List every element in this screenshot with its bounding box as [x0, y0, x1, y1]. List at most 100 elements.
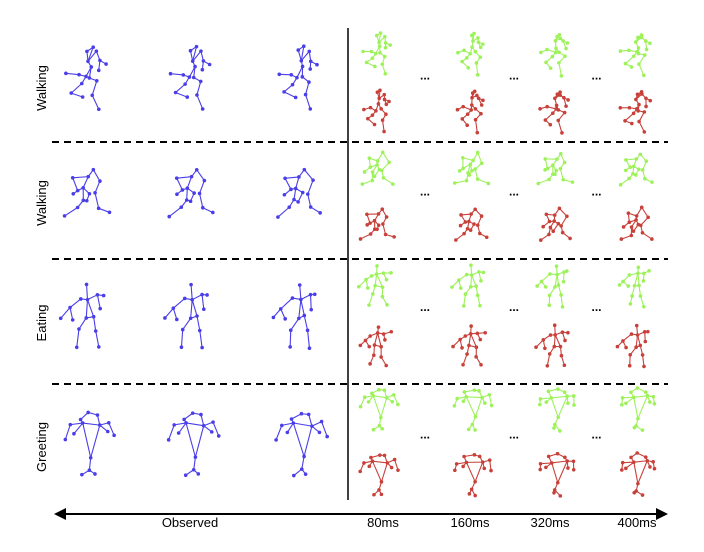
skeleton-joint [630, 294, 634, 298]
skeleton-joint [384, 395, 389, 400]
skeleton-bone [625, 55, 635, 65]
skeleton-joint [200, 67, 205, 72]
skeleton-joint [84, 198, 89, 203]
skeleton-joint [559, 152, 563, 156]
skeleton-joint [74, 345, 79, 350]
skeleton-joint [457, 278, 461, 282]
skeleton-bone [199, 193, 204, 208]
skeleton-joint [75, 188, 80, 193]
skeleton-bone [559, 207, 568, 217]
skeleton-joint [635, 451, 639, 455]
skeleton-joint [297, 283, 302, 287]
skeleton-joint [466, 427, 471, 432]
skeleton-bone [372, 460, 388, 464]
prediction-skeleton [455, 89, 485, 135]
skeleton-joint [368, 105, 373, 110]
skeleton-joint [391, 182, 395, 186]
skeleton-joint [633, 173, 638, 177]
skeleton-joint [299, 58, 304, 63]
skeleton-joint [376, 325, 381, 329]
skeleton-joint [473, 117, 478, 122]
skeleton-bone [553, 334, 556, 347]
skeleton-joint [478, 55, 483, 59]
skeleton-joint [472, 388, 477, 392]
skeleton-joint [467, 173, 472, 177]
skeleton-joint [563, 338, 567, 343]
skeleton-joint [559, 353, 564, 358]
skeleton-joint [383, 34, 387, 39]
skeleton-joint [185, 95, 190, 99]
row-label-3: Eating [34, 305, 49, 342]
skeleton-bone [289, 330, 292, 347]
skeleton-joint [80, 472, 84, 477]
skeleton-joint [311, 178, 315, 182]
skeleton-joint [392, 457, 397, 462]
observed-skeleton [163, 282, 209, 350]
prediction-skeleton [534, 323, 570, 368]
skeleton-joint [69, 91, 74, 95]
ellipsis-marker: ... [420, 300, 430, 314]
skeleton-joint [382, 54, 387, 59]
skeleton-bone [376, 273, 384, 288]
ground-truth-skeleton [539, 33, 570, 78]
skeleton-joint [627, 273, 632, 277]
skeleton-joint [370, 56, 375, 60]
skeleton-joint [379, 415, 383, 420]
ground-truth-skeleton [356, 264, 393, 307]
skeleton-bone [303, 169, 314, 181]
skeleton-joint [382, 129, 386, 134]
skeleton-joint [365, 223, 370, 227]
skeleton-joint [538, 461, 543, 466]
skeleton-joint [287, 205, 292, 210]
skeleton-joint [651, 459, 655, 464]
skeleton-joint [555, 451, 560, 456]
skeleton-bone [188, 66, 196, 78]
skeleton-joint [381, 175, 386, 180]
skeleton-joint [190, 59, 195, 63]
skeleton-joint [166, 438, 171, 442]
skeleton-joint [325, 434, 329, 439]
skeleton-joint [568, 236, 572, 241]
skeleton-bone [185, 422, 196, 458]
skeleton-joint [556, 108, 561, 112]
prediction-skeleton [538, 90, 570, 135]
skeleton-bone [551, 395, 568, 399]
skeleton-bone [465, 396, 476, 417]
skeleton-joint [464, 272, 469, 277]
skeleton-joint [480, 460, 485, 464]
skeleton-joint [475, 177, 480, 181]
skeleton-joint [551, 111, 555, 116]
skeleton-joint [463, 220, 468, 224]
skeleton-joint [541, 338, 546, 342]
skeleton-bone [186, 188, 188, 201]
skeleton-joint [289, 417, 294, 421]
skeleton-bone [474, 397, 483, 417]
ellipsis-marker: ... [591, 300, 601, 314]
skeleton-joint [562, 363, 567, 368]
skeleton-bone [87, 47, 94, 62]
skeleton-bone [558, 62, 562, 76]
skeleton-joint [85, 297, 90, 302]
skeleton-joint [623, 118, 627, 123]
skeleton-joint [356, 284, 361, 289]
skeleton-joint [469, 33, 474, 38]
skeleton-joint [319, 419, 324, 424]
skeleton-joint [549, 461, 554, 465]
skeleton-joint [290, 82, 295, 87]
skeleton-bone [95, 330, 100, 348]
skeleton-joint [634, 214, 639, 218]
skeleton-bone [637, 460, 648, 484]
skeleton-bone [373, 332, 379, 346]
skeleton-joint [631, 172, 635, 176]
skeleton-joint [192, 191, 196, 195]
ground-truth-skeleton [617, 265, 651, 309]
skeleton-joint [456, 50, 460, 55]
skeleton-bone [296, 66, 304, 78]
skeleton-joint [296, 316, 301, 321]
skeleton-bone [60, 307, 71, 319]
skeleton-joint [71, 191, 76, 196]
skeleton-joint [464, 56, 469, 60]
skeleton-joint [303, 472, 308, 476]
skeleton-joint [565, 394, 570, 399]
skeleton-joint [380, 285, 385, 289]
